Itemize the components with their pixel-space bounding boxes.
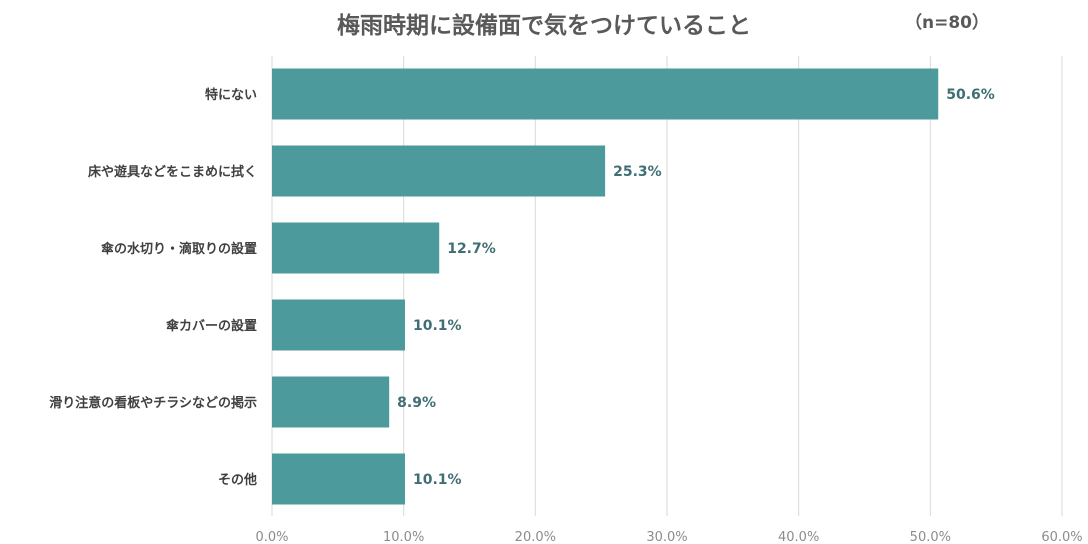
category-label: 滑り注意の看板やチラシなどの掲示: [49, 395, 257, 411]
bar: [272, 145, 606, 197]
category-label: 傘カバーの設置: [166, 318, 257, 334]
bar: [272, 453, 405, 505]
data-label: 25.3%: [613, 164, 662, 180]
bar: [272, 299, 405, 351]
chart-title: 梅雨時期に設備面で気をつけていること: [337, 13, 751, 39]
data-label: 50.6%: [946, 87, 995, 103]
x-tick-label: 60.0%: [1041, 530, 1082, 544]
data-label: 8.9%: [397, 395, 436, 411]
data-label: 10.1%: [413, 318, 462, 334]
bar: [272, 222, 440, 274]
category-label: 特にない: [205, 87, 257, 103]
x-tick-label: 20.0%: [515, 530, 556, 544]
x-tick-label: 30.0%: [646, 530, 687, 544]
category-label: 床や遊具などをこまめに拭く: [88, 164, 257, 180]
category-label: その他: [218, 472, 257, 488]
category-label: 傘の水切り・滴取りの設置: [101, 241, 257, 257]
bar: [272, 68, 939, 120]
x-tick-label: 50.0%: [910, 530, 951, 544]
x-tick-label: 0.0%: [255, 530, 288, 544]
data-label: 12.7%: [447, 241, 496, 257]
bar: [272, 376, 390, 428]
data-label: 10.1%: [413, 472, 462, 488]
sample-size-note: （n=80）: [905, 13, 990, 33]
x-tick-label: 10.0%: [383, 530, 424, 544]
x-tick-label: 40.0%: [778, 530, 819, 544]
